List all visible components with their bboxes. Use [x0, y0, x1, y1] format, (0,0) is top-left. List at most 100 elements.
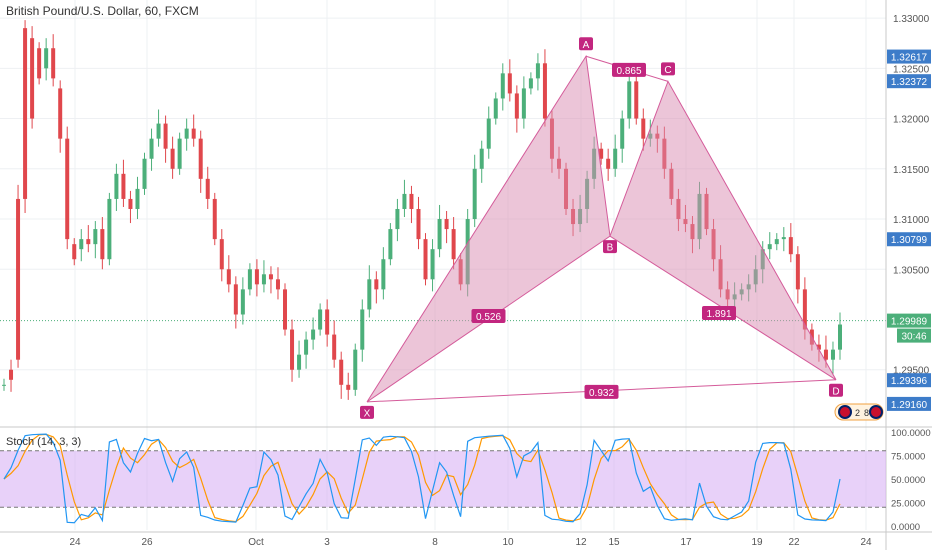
candle-body	[444, 219, 449, 230]
candle-body	[620, 118, 625, 149]
candle-body	[9, 369, 14, 380]
candle-body	[311, 329, 316, 340]
candle-body	[149, 138, 154, 159]
ratio-label-ac: 0.865	[612, 62, 646, 77]
candle-body	[816, 344, 821, 350]
candle-body	[219, 239, 224, 270]
candle-body	[641, 118, 646, 139]
candle-body	[23, 28, 28, 199]
price-badge-text: 1.29396	[891, 376, 928, 387]
candle-body	[416, 208, 421, 240]
time-tick-label: 24	[860, 537, 872, 548]
point-label-bg	[829, 383, 843, 397]
candle-body	[535, 63, 540, 79]
candle-body	[240, 289, 245, 315]
price-badge: 1.29160	[887, 396, 931, 411]
price-badge-bg	[887, 373, 931, 388]
candle-body	[774, 239, 779, 245]
candle-body	[430, 249, 435, 280]
ratio-label-text: 1.891	[706, 309, 731, 320]
candle-body	[479, 148, 484, 169]
candle-body	[486, 118, 491, 149]
time-tick-label: 15	[608, 537, 620, 548]
ratio-label-xb: 0.526	[471, 309, 506, 324]
candle-body	[290, 329, 295, 370]
candle-body	[781, 237, 786, 240]
candle-body	[205, 178, 210, 199]
candle-body	[381, 259, 386, 290]
price-badge-text: 1.29989	[891, 317, 928, 328]
time-tick-label: 24	[69, 537, 81, 548]
time-tick-label: 17	[680, 537, 692, 548]
price-tick-label: 1.31500	[893, 165, 930, 176]
candle-body	[297, 354, 302, 370]
pattern-point-a: A	[579, 37, 593, 51]
candle-body	[367, 279, 372, 310]
candle-body	[599, 148, 604, 159]
candle-body	[332, 334, 337, 360]
price-badge: 1.32617	[887, 49, 931, 64]
candle-body	[353, 349, 358, 390]
time-tick-label: 22	[788, 537, 800, 548]
candle-body	[318, 309, 323, 330]
candle-body	[268, 274, 273, 280]
price-badge-text: 1.32617	[891, 53, 928, 64]
time-tick-label: 3	[324, 537, 330, 548]
event-count: 8	[864, 408, 869, 418]
stoch-tick-label: 75.0000	[891, 452, 925, 463]
point-label-text: C	[664, 65, 671, 76]
candle-body	[212, 198, 217, 240]
point-label-bg	[360, 405, 374, 419]
candle-body	[156, 123, 161, 139]
time-tick-label: Oct	[248, 537, 264, 548]
stoch-title: Stoch (14, 3, 3)	[6, 436, 82, 448]
candle-body	[528, 78, 533, 89]
candle-body	[247, 269, 252, 290]
candle-body	[606, 158, 611, 169]
price-badge-bg	[887, 313, 931, 328]
time-tick-label: 26	[141, 537, 153, 548]
stoch-k-line	[3, 433, 841, 524]
candle-body	[226, 269, 231, 285]
candle-body	[767, 244, 772, 250]
price-badge-bg	[887, 74, 931, 89]
price-badge: 1.30799	[887, 232, 931, 247]
candle-body	[634, 81, 639, 119]
candle-body	[86, 239, 91, 245]
stoch-tick-label: 25.0000	[891, 499, 925, 510]
candle-body	[542, 63, 547, 119]
event-count: 2	[855, 408, 860, 418]
candle-body	[44, 48, 49, 69]
candle-body	[37, 48, 42, 79]
pattern-point-d: D	[829, 383, 843, 397]
price-badge-text: 1.30799	[891, 235, 928, 246]
price-tick-label: 1.33000	[893, 14, 930, 25]
candle-body	[423, 239, 428, 280]
candle-body	[261, 274, 266, 285]
stoch-d-line	[3, 433, 841, 523]
candle-body	[339, 359, 344, 385]
price-badge: 1.29989	[887, 313, 931, 328]
candle-body	[507, 73, 512, 94]
ratio-label-text: 0.932	[589, 388, 614, 399]
candle-body	[30, 38, 35, 119]
candle-body	[198, 138, 203, 179]
candle-body	[16, 198, 21, 360]
candle-body	[830, 349, 835, 360]
candle-body	[170, 148, 175, 169]
candle-body	[360, 309, 365, 350]
candle-body	[72, 244, 77, 260]
candle-body	[395, 208, 400, 230]
stoch-panel: 100.0000 75.0000 50.0000 25.0000 0.0000	[0, 428, 931, 533]
ratio-label-xd: 0.932	[584, 384, 619, 399]
stoch-band	[0, 450, 886, 508]
pattern-point-b: B	[603, 240, 617, 254]
stoch-tick-label: 100.0000	[891, 428, 931, 439]
candle-body	[275, 279, 280, 290]
ratio-label-bg	[612, 62, 646, 77]
stoch-tick-label: 50.0000	[891, 475, 925, 486]
candle-body	[325, 309, 330, 335]
